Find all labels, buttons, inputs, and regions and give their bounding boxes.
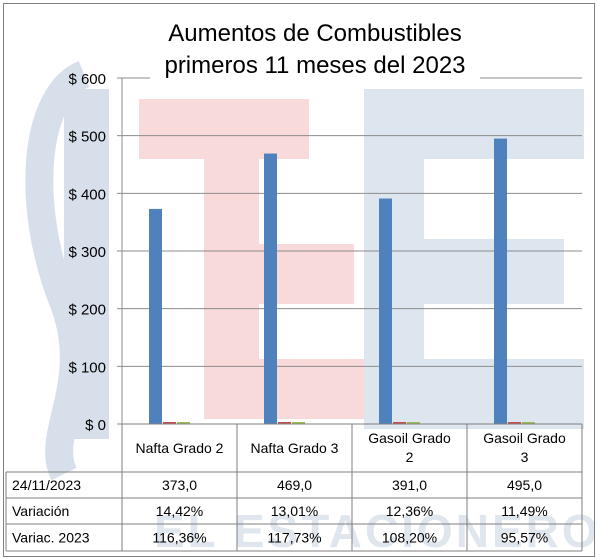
x-tick-label: Nafta Grado 3 xyxy=(251,440,339,456)
table-cell: 108,20% xyxy=(382,530,437,546)
y-tick-label: $ 0 xyxy=(85,417,106,434)
y-tick-label: $ 300 xyxy=(68,244,106,261)
y-tick-label: $ 200 xyxy=(68,302,106,319)
table-cell: 391,0 xyxy=(392,477,427,493)
table-cell: 13,01% xyxy=(271,503,318,519)
table-cell: 12,36% xyxy=(386,503,433,519)
table-cell: 495,0 xyxy=(507,477,542,493)
bar-1-3 xyxy=(379,198,392,424)
bar-1-2 xyxy=(264,153,277,424)
table-cell: 116,36% xyxy=(152,530,206,546)
table-cell: 373,0 xyxy=(162,477,197,493)
watermark-logo xyxy=(25,61,584,481)
bar-1-4 xyxy=(494,138,507,425)
y-tick-label: $ 500 xyxy=(68,129,106,146)
y-tick-label: $ 400 xyxy=(68,186,106,203)
x-tick-label-line-1: Gasoil Grado xyxy=(483,430,566,446)
chart-title-line-1: Aumentos de Combustibles xyxy=(168,20,462,47)
x-tick-label: Nafta Grado 2 xyxy=(136,440,224,456)
bar-3-3 xyxy=(407,422,420,424)
table-cell: 469,0 xyxy=(277,477,312,493)
bar-2-3 xyxy=(393,422,406,424)
bar-2-2 xyxy=(278,422,291,424)
x-tick-label-line-2: 3 xyxy=(521,449,529,465)
bar-2-1 xyxy=(163,422,176,424)
table-row-label: 24/11/2023 xyxy=(12,477,81,493)
chart-title-line-2: primeros 11 meses del 2023 xyxy=(164,52,466,79)
x-tick-label-line-2: 2 xyxy=(406,449,414,465)
table-cell: 11,49% xyxy=(501,503,547,519)
chart-title: Aumentos de Combustibles primeros 11 mes… xyxy=(150,18,480,82)
table-cell: 95,57% xyxy=(501,530,548,546)
bar-3-4 xyxy=(522,422,535,424)
bar-3-1 xyxy=(177,422,190,424)
watermark-text: EL ESTACIONERO xyxy=(154,505,595,557)
bar-2-4 xyxy=(508,422,521,424)
table-row-label: Variación xyxy=(12,503,69,519)
table-cell: 14,42% xyxy=(156,503,203,519)
y-tick-label: $ 600 xyxy=(68,71,106,88)
bar-3-2 xyxy=(292,422,305,424)
x-tick-label-line-1: Gasoil Grado xyxy=(368,430,451,446)
y-tick-label: $ 100 xyxy=(68,359,106,376)
table-cell: 117,73% xyxy=(267,530,321,546)
table-row-label: Variac. 2023 xyxy=(12,530,90,546)
bar-1-1 xyxy=(149,208,162,424)
